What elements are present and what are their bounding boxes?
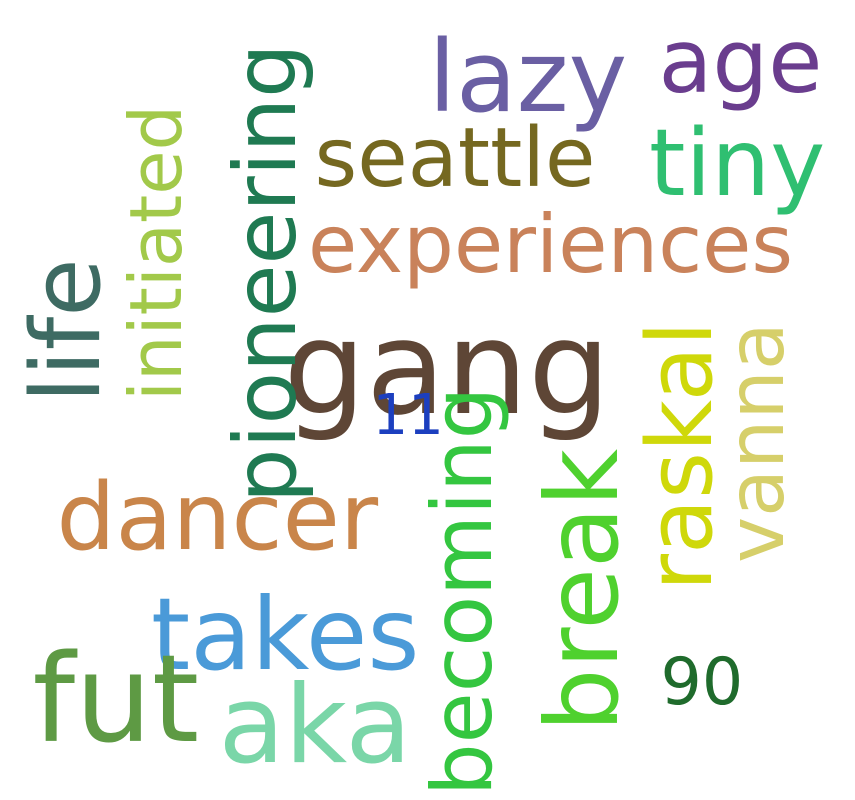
word-break: break [524,448,641,732]
word-becoming: becoming [414,386,511,796]
word-initiated: initiated [114,104,198,401]
word-experiences: experiences [308,198,794,291]
word-tiny: tiny [649,108,826,217]
word-lazy: lazy [428,19,628,135]
word-fut: fut [32,628,200,770]
word-age: age [658,10,823,113]
word-aka: aka [218,663,412,788]
word-seattle: seattle [314,111,596,206]
word-11: 11 [372,383,444,448]
word-pioneering: pioneering [216,43,316,503]
word-vanna: vanna [712,322,802,563]
word-dancer: dancer [56,462,379,571]
word-90: 90 [660,645,744,720]
word-takes: takes [151,576,420,693]
word-life: life [12,257,122,403]
word-gang: gang [283,291,611,444]
